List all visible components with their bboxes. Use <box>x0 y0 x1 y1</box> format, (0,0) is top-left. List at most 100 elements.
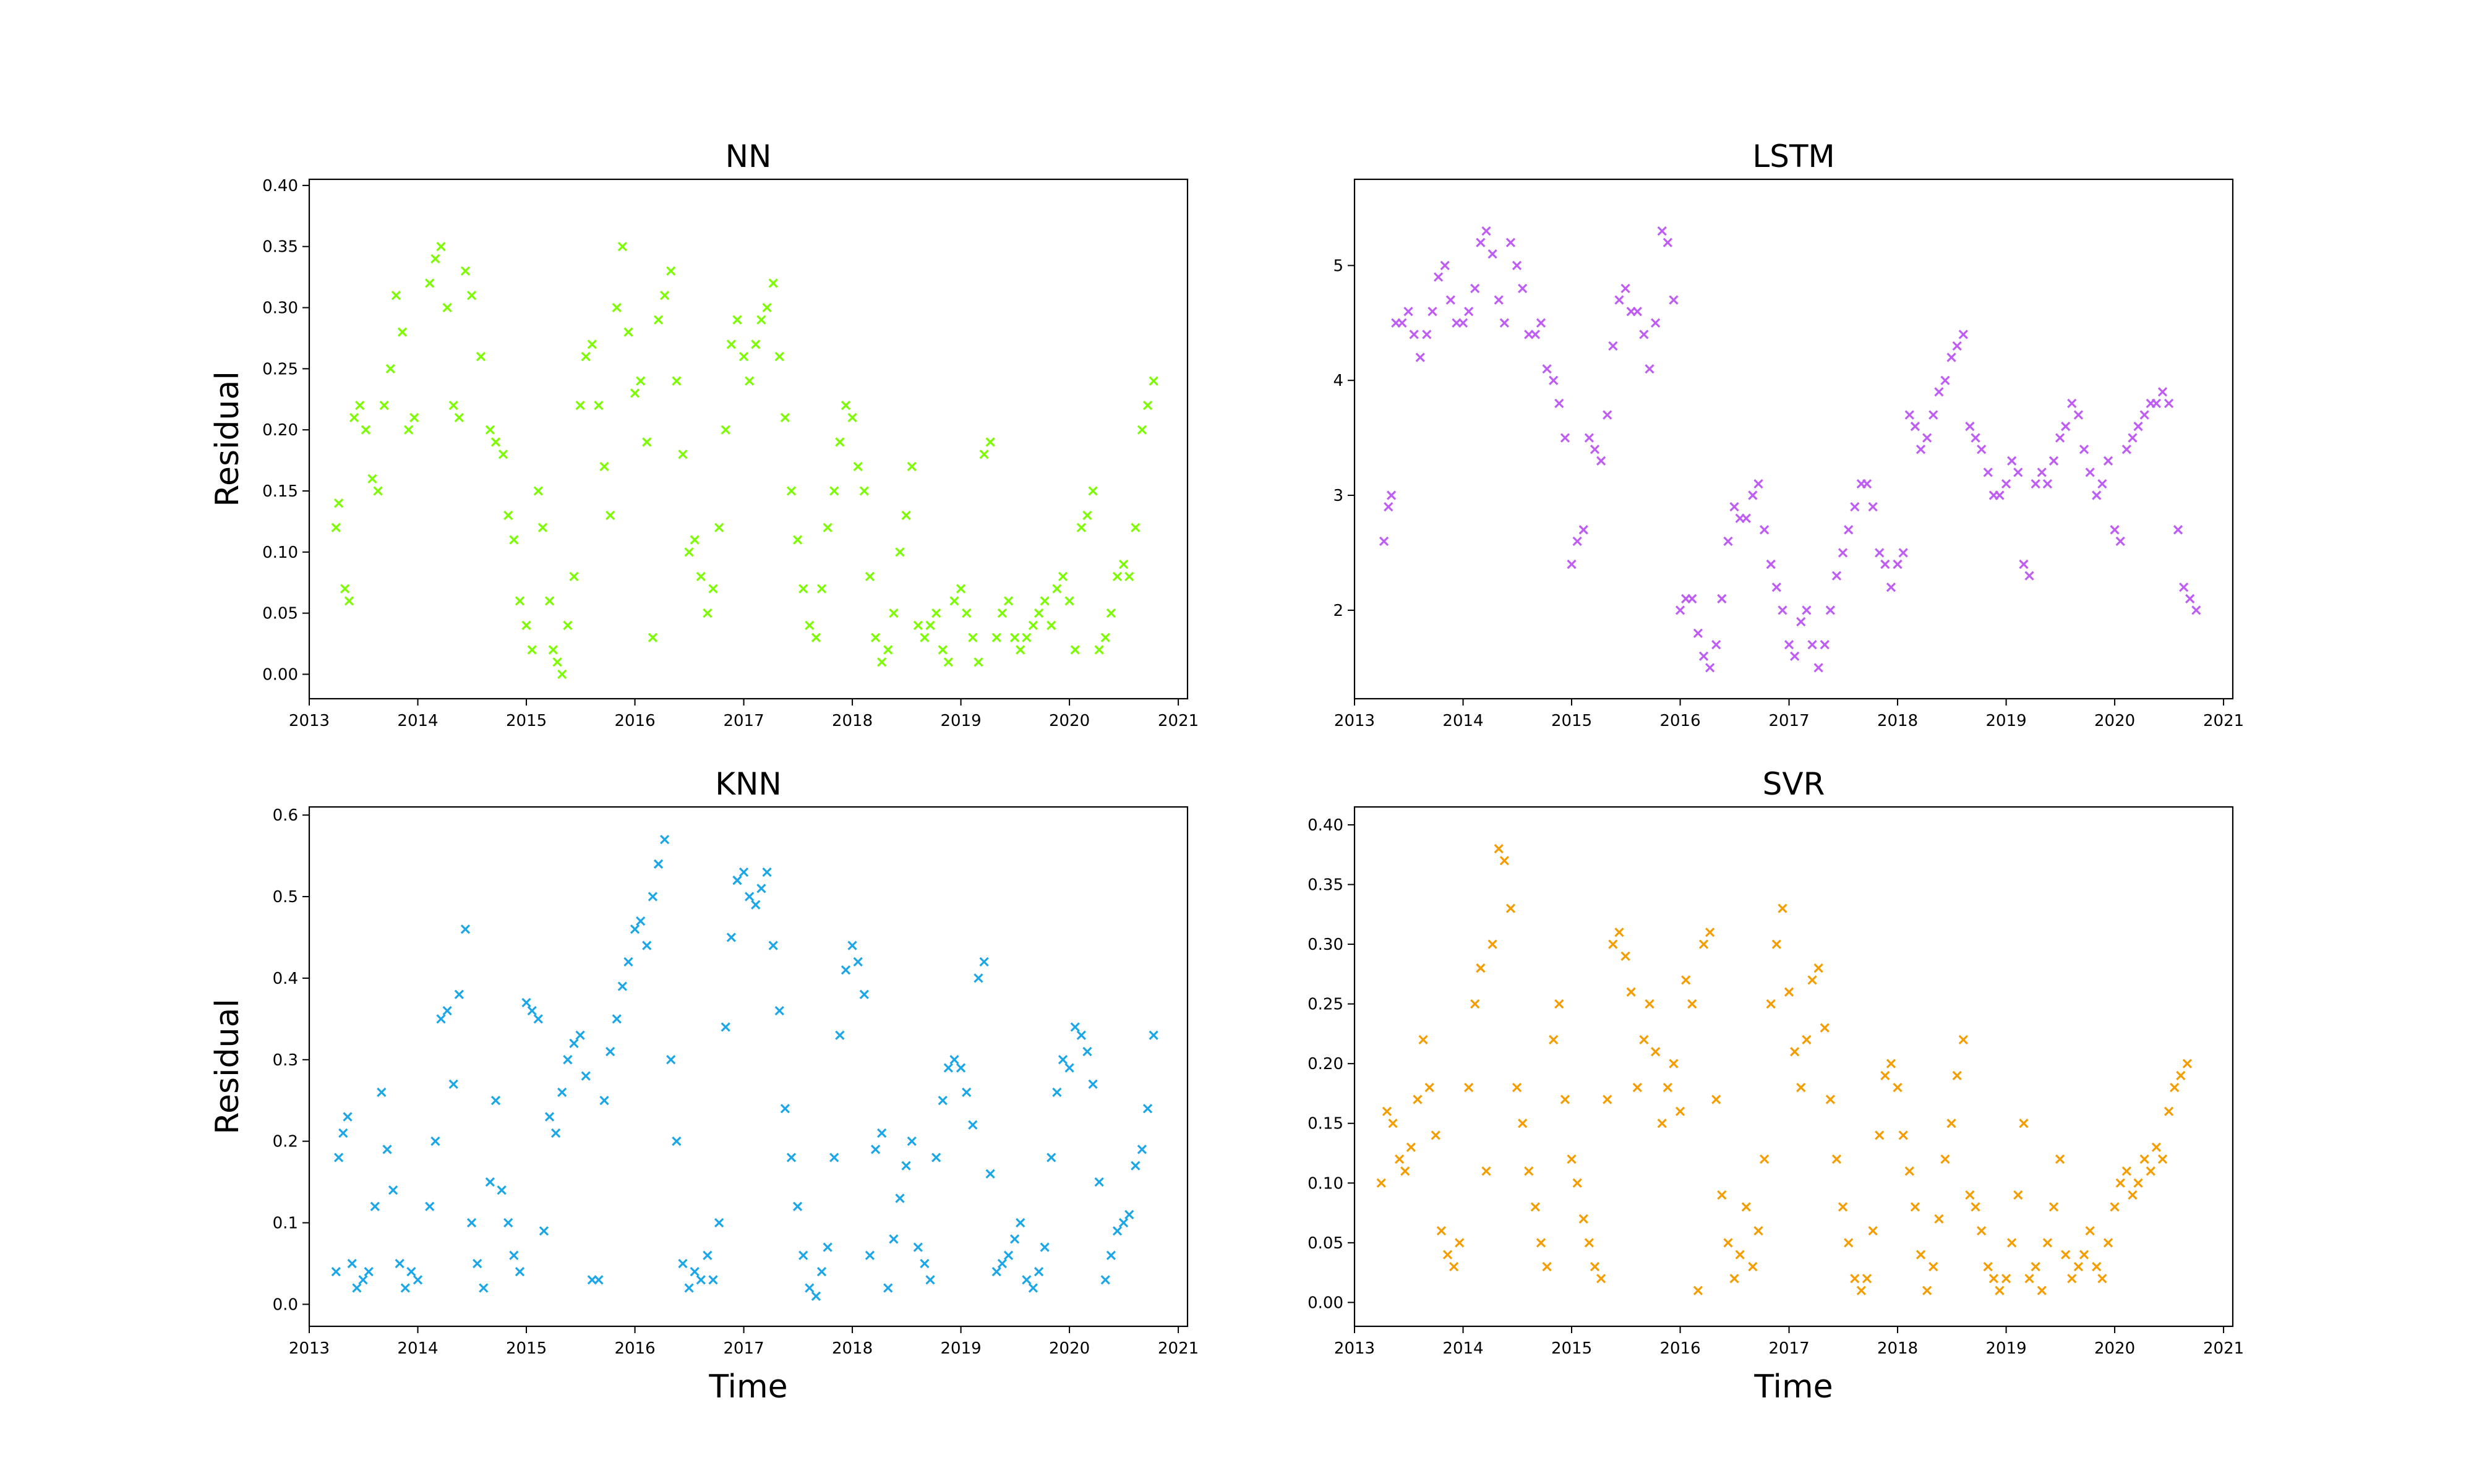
data-point <box>1536 1238 1546 1248</box>
data-point <box>1965 421 1975 432</box>
data-point <box>476 351 486 362</box>
data-point <box>1530 330 1541 339</box>
data-point <box>606 1046 615 1057</box>
data-point <box>907 461 917 472</box>
data-point <box>1632 307 1642 317</box>
data-point <box>1449 1261 1459 1272</box>
data-point <box>974 973 983 983</box>
data-point <box>1022 633 1032 642</box>
data-point <box>1058 1055 1068 1065</box>
data-point <box>1875 1130 1885 1140</box>
data-point <box>1784 987 1794 997</box>
data-point <box>1669 1059 1679 1068</box>
data-point <box>1560 1094 1570 1104</box>
data-point <box>2173 525 2183 535</box>
axes-frame <box>308 806 1189 1328</box>
data-point <box>557 669 567 680</box>
y-tick-label: 0.30 <box>262 299 298 318</box>
data-point <box>587 339 597 349</box>
data-point <box>913 620 923 631</box>
data-point <box>1442 1250 1453 1260</box>
data-point <box>745 376 755 386</box>
data-point <box>490 1096 501 1106</box>
data-point <box>2139 1154 2149 1164</box>
data-point <box>2103 1238 2113 1248</box>
data-point <box>1487 249 1497 259</box>
data-point <box>2133 1178 2143 1188</box>
data-point <box>1856 1286 1867 1295</box>
subplot-title: LSTM <box>1752 139 1834 174</box>
data-point <box>338 1128 348 1138</box>
y-tick-label: 0.40 <box>262 177 298 195</box>
data-point <box>1934 387 1944 397</box>
data-point <box>979 450 989 459</box>
data-point <box>1047 620 1056 631</box>
data-point <box>1711 640 1721 650</box>
data-point <box>1131 522 1141 532</box>
y-tick-label: 0.10 <box>1308 1174 1343 1193</box>
data-point <box>666 266 676 276</box>
data-point <box>1784 640 1794 650</box>
data-point <box>1687 999 1697 1009</box>
data-point <box>509 535 519 545</box>
data-point <box>1415 352 1425 362</box>
x-tick-label: 2013 <box>289 712 330 730</box>
data-point <box>361 425 370 435</box>
data-point <box>1705 927 1715 937</box>
data-point <box>1844 1238 1854 1248</box>
x-tick-label: 2020 <box>2094 712 2135 730</box>
data-point <box>1549 375 1559 385</box>
data-point <box>331 1267 341 1277</box>
data-point <box>829 1153 839 1162</box>
data-point <box>515 1267 525 1277</box>
data-point <box>448 401 458 411</box>
data-point <box>373 486 383 496</box>
data-point <box>442 1006 452 1016</box>
data-point <box>1505 903 1516 913</box>
data-point <box>1910 1202 1920 1212</box>
y-tick-label: 0.6 <box>273 806 298 825</box>
data-point <box>1729 502 1739 512</box>
data-point <box>2042 479 2053 489</box>
data-point <box>931 608 941 618</box>
data-point <box>490 437 501 447</box>
data-point <box>2085 1226 2095 1236</box>
data-point <box>1886 1059 1896 1068</box>
data-point <box>454 412 464 423</box>
data-point <box>979 957 989 967</box>
data-point <box>1542 1261 1552 1272</box>
data-point <box>1058 571 1068 581</box>
data-point <box>343 1112 353 1122</box>
data-point <box>1675 1106 1685 1117</box>
data-point <box>920 633 930 642</box>
data-point <box>1934 1214 1944 1224</box>
data-point <box>1988 1274 1999 1284</box>
data-point <box>1995 1286 2005 1295</box>
y-tick-label: 0.20 <box>262 421 298 440</box>
data-point <box>2019 1119 2029 1128</box>
data-point <box>1802 605 1812 615</box>
data-point <box>1567 1154 1577 1164</box>
subplot-knn: 2013 2014 2015 2016 2017 2018 2019 2020 20210.00… <box>209 766 1199 1405</box>
x-tick-label: 2017 <box>723 1339 764 1358</box>
data-point <box>1034 608 1044 618</box>
data-point <box>385 364 395 373</box>
data-point <box>780 1104 790 1114</box>
data-point <box>1376 1178 1386 1188</box>
data-point <box>1771 582 1781 592</box>
data-point <box>1820 640 1830 650</box>
data-point <box>1142 1104 1153 1114</box>
data-point <box>612 302 622 313</box>
data-point <box>1904 1166 1914 1176</box>
y-tick-label: 0.35 <box>1308 876 1343 895</box>
data-point <box>1632 1083 1642 1093</box>
y-tick-label: 0.4 <box>273 970 298 988</box>
data-point <box>347 1258 357 1269</box>
y-tick-label: 0.15 <box>262 482 298 501</box>
data-point <box>527 645 537 655</box>
subplot-title: KNN <box>715 766 782 802</box>
data-point <box>859 989 869 999</box>
data-point <box>1382 1106 1392 1117</box>
data-point <box>1106 1250 1116 1260</box>
data-point <box>1379 536 1389 547</box>
